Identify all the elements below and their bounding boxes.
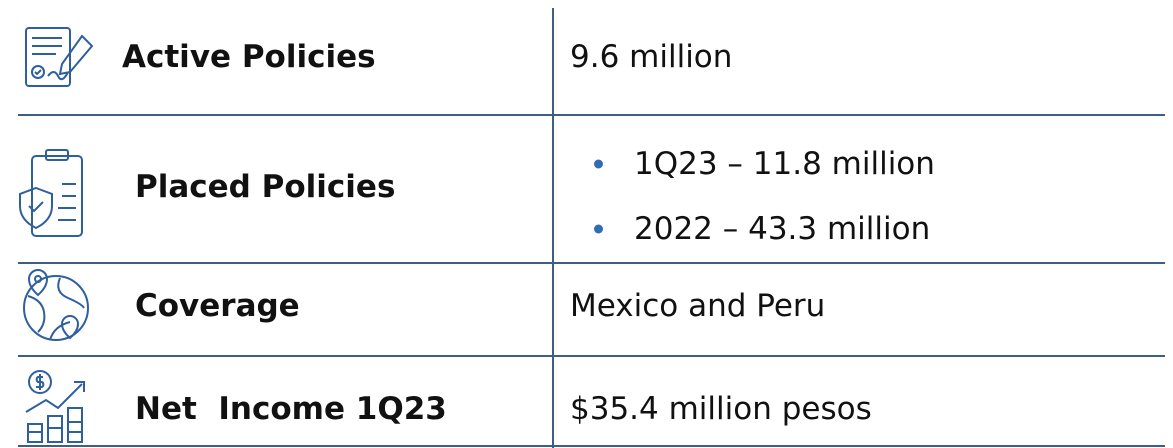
row-divider [18,114,1165,116]
row-label: Net Income 1Q23 [135,391,447,427]
row-value: 1Q23 – 11.8 million [634,146,935,182]
bullet [594,224,603,234]
column-divider [552,8,554,448]
row-divider [18,445,1165,447]
row-value: Mexico and Peru [570,288,826,324]
row-value: 9.6 million [570,39,733,75]
row-divider [18,355,1165,357]
row-label: Active Policies [122,39,376,75]
row-divider [18,262,1165,264]
row-label: Coverage [135,288,300,324]
globe-pin-icon [23,268,89,341]
row-value: $35.4 million pesos [570,391,872,427]
income-chart-icon [25,370,85,443]
document-pen-icon [25,27,94,87]
shield-clipboard-icon [19,149,83,237]
row-value: 2022 – 43.3 million [634,211,931,247]
bullet [594,159,603,169]
row-label: Placed Policies [135,169,396,205]
